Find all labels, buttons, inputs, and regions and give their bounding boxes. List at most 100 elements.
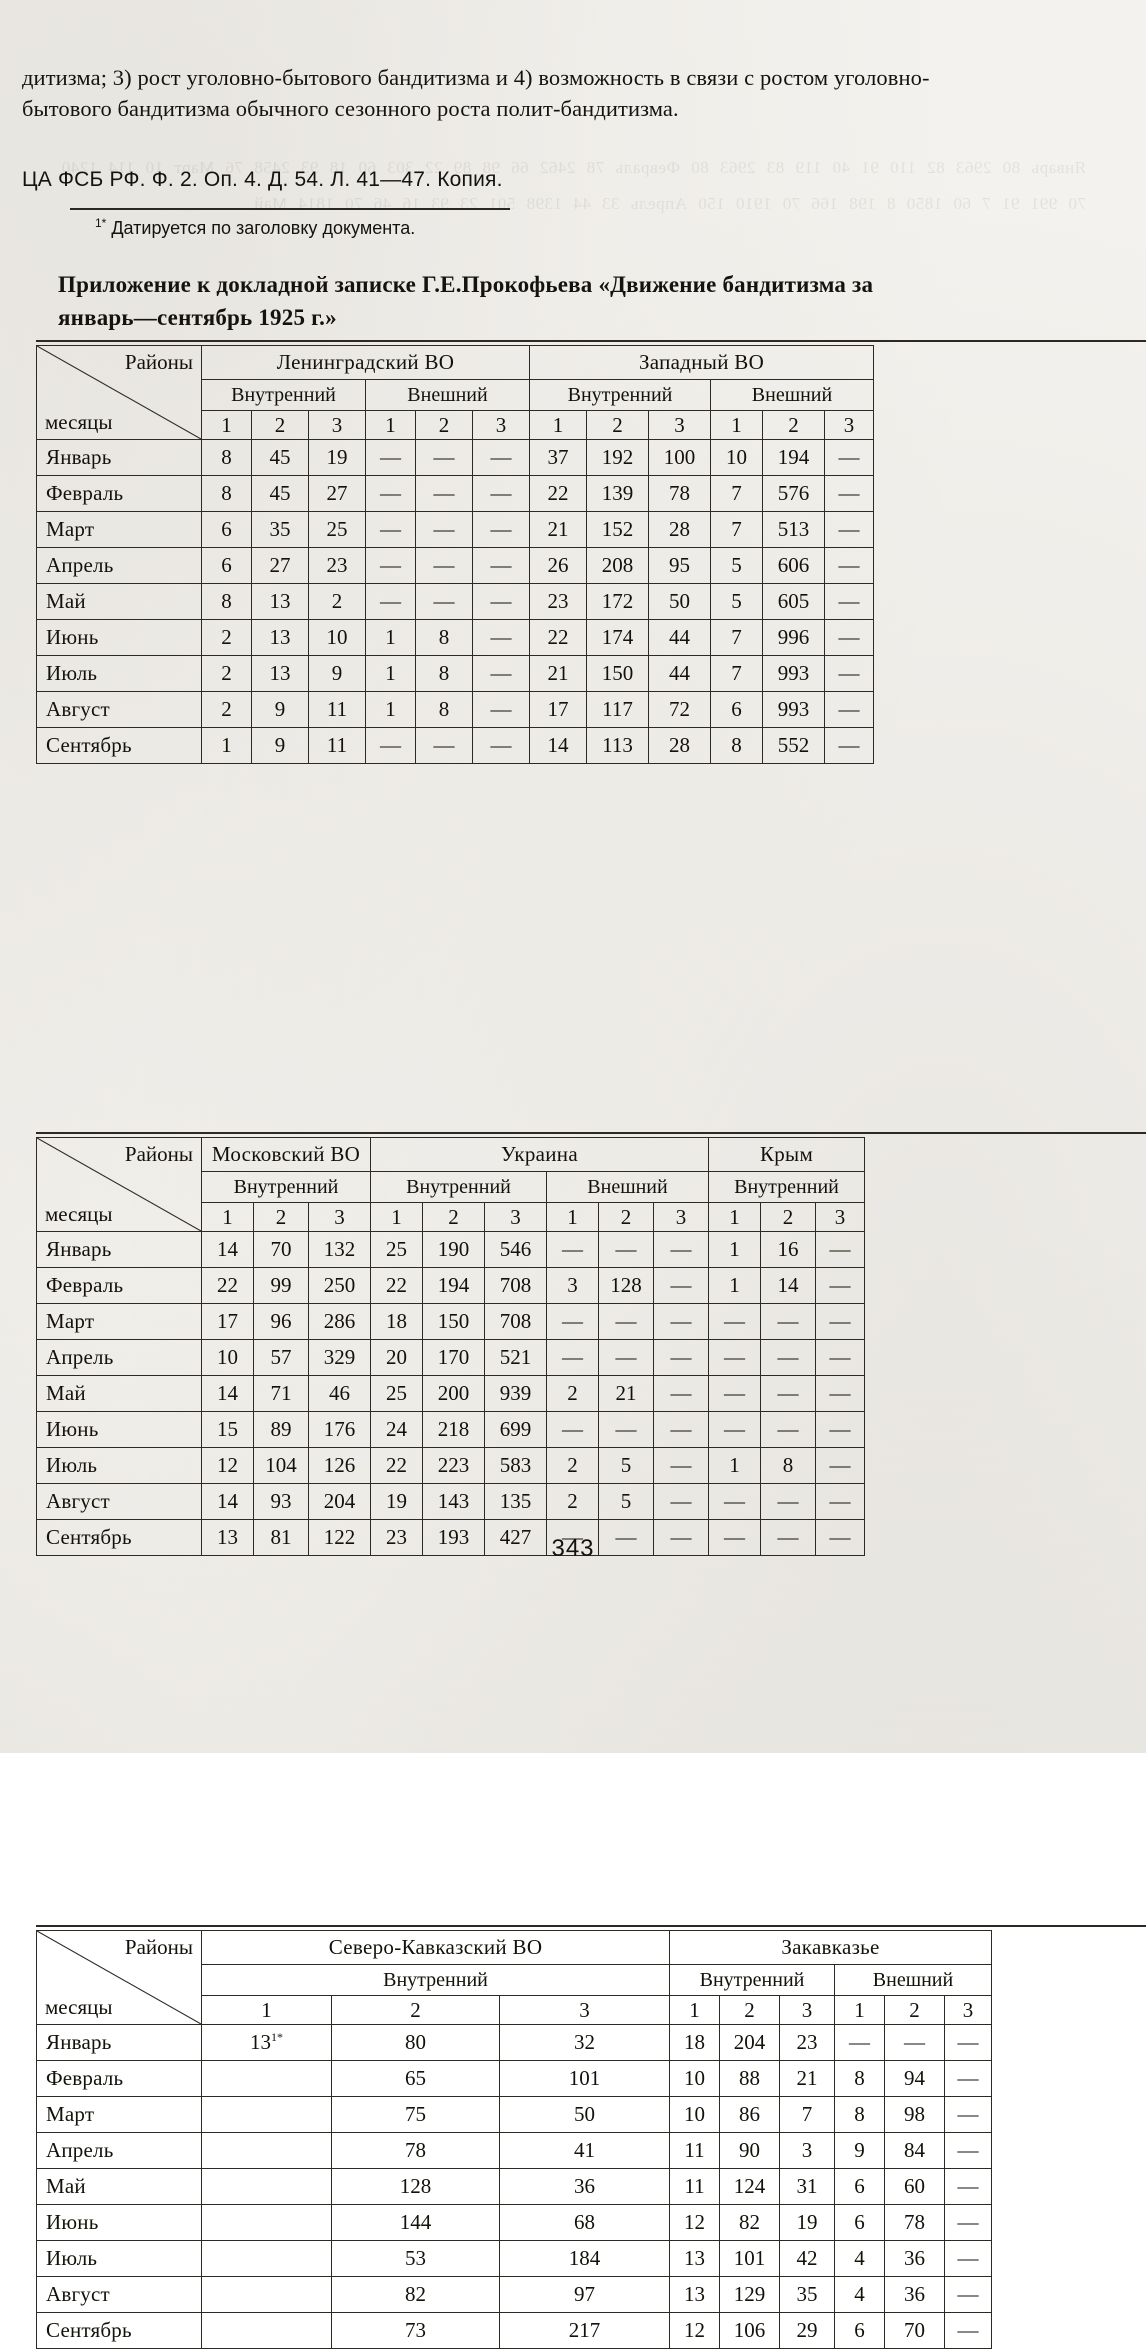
table-cell: 22: [529, 619, 587, 656]
column-subgroup-header: Внешний: [710, 379, 874, 411]
table-cell: 8: [834, 2060, 885, 2097]
row-header-month: Январь: [36, 2024, 202, 2061]
table-corner-cell: Районы месяцы: [36, 345, 202, 440]
table-cell: 70: [884, 2312, 945, 2349]
table-cell: 20: [370, 1339, 423, 1376]
table-row: Январь 14 70 132 25 190 546— — —1 16—: [36, 1231, 865, 1268]
column-index-header: 2: [598, 1202, 654, 1232]
table-cell: —: [653, 1483, 709, 1520]
row-header-month: Январь: [36, 1231, 202, 1268]
table-cell: —: [415, 475, 473, 512]
table-row: Сентябрь 13 81 122 23 193 427— — — — — —: [36, 1519, 865, 1556]
column-index-header: 2: [884, 1995, 945, 2025]
column-index-header: 2: [331, 1995, 500, 2025]
table-2-container: Районы месяцы Московский ВО Украина Крым Внут…: [36, 1132, 1146, 1556]
table-cell: 217: [499, 2312, 670, 2349]
row-header-month: Май: [36, 1375, 202, 1412]
table-cell: 98: [884, 2096, 945, 2133]
column-index-header: 2: [251, 410, 309, 440]
table-cell: 21: [779, 2060, 835, 2097]
table-cell: [201, 2132, 332, 2169]
table-cell: 80: [331, 2024, 500, 2061]
table-cell: 122: [308, 1519, 371, 1556]
table-cell: 96: [253, 1303, 309, 1340]
table-cell: 546: [484, 1231, 547, 1268]
footnote: 1* Датируется по заголовку документа.: [95, 216, 415, 239]
column-index-header: 1: [370, 1202, 423, 1232]
table-cell: 8: [201, 583, 252, 620]
diagonal-divider-icon: [37, 1138, 201, 1231]
table-cell: 50: [648, 583, 711, 620]
table-cell: 606: [762, 547, 825, 584]
table-cell: 50: [499, 2096, 670, 2133]
table-cell: —: [815, 1231, 865, 1268]
table-3-container: Районы месяцы Северо-Кавказский ВО Закавказ…: [36, 1925, 1146, 2349]
table-cell: 15: [201, 1411, 254, 1448]
table-cell: 124: [719, 2168, 780, 2205]
table-cell: 78: [648, 475, 711, 512]
table-row: Июль 53 184 13 101 42 4 36—: [36, 2240, 992, 2277]
table-cell: 90: [719, 2132, 780, 2169]
table-cell: 2: [546, 1483, 599, 1520]
table-cell: 18: [669, 2024, 720, 2061]
table-header-groups: Районы месяцы Московский ВО Украина Крым: [36, 1137, 865, 1232]
table-cell: 21: [529, 511, 587, 548]
row-header-month: Март: [36, 511, 202, 548]
table-cell: [201, 2276, 332, 2313]
table-cell: 14: [201, 1375, 254, 1412]
table-cell: —: [365, 475, 416, 512]
table-cell: 45: [251, 475, 309, 512]
table-cell: —: [653, 1339, 709, 1376]
table-cell: 583: [484, 1447, 547, 1484]
table-row: Апрель 10 57 329 20 170 521— — — — — —: [36, 1339, 865, 1376]
table-cell: —: [415, 727, 473, 764]
column-index-header: 3: [779, 1995, 835, 2025]
table-row: Август 2 9 11 1 8—17 117 72 6 993—: [36, 691, 874, 728]
table-cell: —: [598, 1231, 654, 1268]
table-cell: 2: [546, 1375, 599, 1412]
table-row: Май 14 71 46 25 200 939 2 21— — — —: [36, 1375, 865, 1412]
table-cell: —: [824, 439, 874, 476]
table-header-groups: Районы месяцы Ленинградский ВО Западный ВО: [36, 345, 874, 440]
table-cell: 6: [201, 511, 252, 548]
table-cell: 72: [648, 691, 711, 728]
table-row: Апрель 78 41 11 90 3 9 84—: [36, 2132, 992, 2169]
table-cell: —: [472, 439, 530, 476]
row-header-month: Февраль: [36, 475, 202, 512]
corner-label-months: месяцы: [45, 1995, 113, 2019]
table-cell: 6: [710, 691, 763, 728]
table-cell: —: [415, 511, 473, 548]
table-cell: —: [824, 691, 874, 728]
table-cell: 73: [331, 2312, 500, 2349]
table-header-groups: Районы месяцы Северо-Кавказский ВО Закавказ…: [36, 1930, 992, 2025]
table-cell: 36: [499, 2168, 670, 2205]
table-cell: 78: [884, 2204, 945, 2241]
table-cell: 10: [710, 439, 763, 476]
table-cell: 10: [201, 1339, 254, 1376]
column-index-header: 2: [422, 1202, 485, 1232]
table-row: Февраль 65 101 10 88 21 8 94—: [36, 2060, 992, 2097]
table-row: Май 8 13 2— — —23 172 50 5 605—: [36, 583, 874, 620]
column-group-header: Западный ВО: [529, 345, 874, 380]
table-cell: 82: [719, 2204, 780, 2241]
table-row: Апрель 6 27 23— — —26 208 95 5 606—: [36, 547, 874, 584]
table-cell: 9: [834, 2132, 885, 2169]
table-cell: 17: [529, 691, 587, 728]
table-cell: 1: [365, 619, 416, 656]
table-cell: 94: [884, 2060, 945, 2097]
table-cell: 150: [586, 655, 649, 692]
table-cell: —: [472, 511, 530, 548]
table-cell: —: [834, 2024, 885, 2061]
table-cell: —: [815, 1303, 865, 1340]
table-cell: 7: [710, 475, 763, 512]
table-cell: 18: [370, 1303, 423, 1340]
table-cell: —: [944, 2240, 992, 2277]
table-row: Июнь 15 89 176 24 218 699— — — — — —: [36, 1411, 865, 1448]
table-row: Сентябрь 1 9 11— — —14 113 28 8 552—: [36, 727, 874, 764]
column-index-header: 1: [834, 1995, 885, 2025]
column-subgroup-header: Внутренний: [201, 1964, 670, 1996]
table-cell: —: [365, 583, 416, 620]
table-cell: 25: [308, 511, 366, 548]
table-cell: 26: [529, 547, 587, 584]
table-cell: 35: [779, 2276, 835, 2313]
